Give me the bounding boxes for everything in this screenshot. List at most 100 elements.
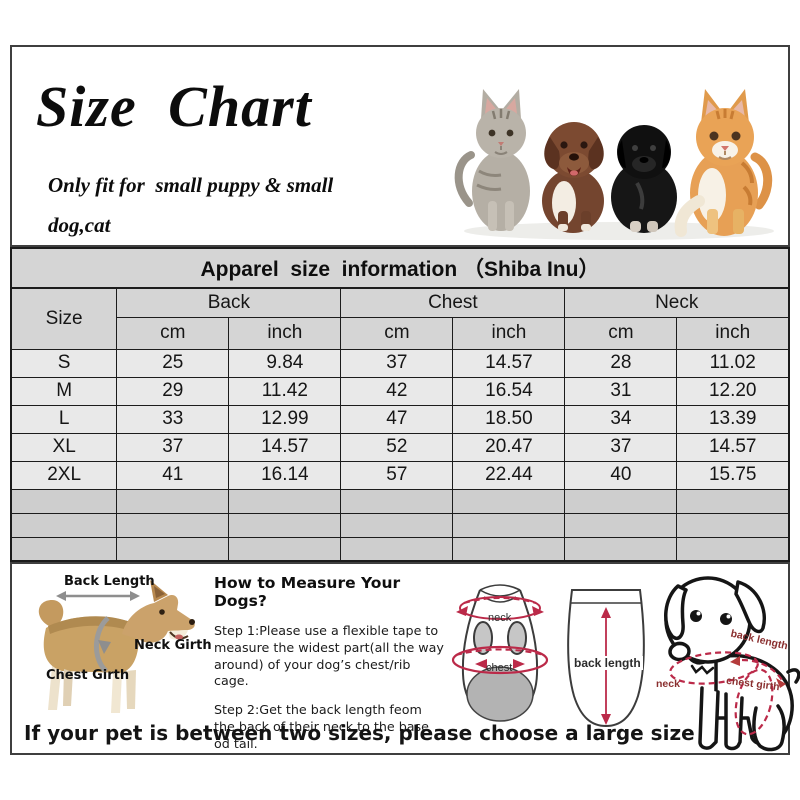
value-cell: 42: [340, 376, 454, 406]
value-cell: 57: [340, 460, 454, 490]
value-cell: 33: [116, 404, 230, 434]
empty-cell: [564, 536, 678, 562]
empty-cell: [10, 488, 118, 514]
value-cell: 25: [116, 348, 230, 378]
size-row-xl: XL 37 14.57 52 20.47 37 14.57: [10, 432, 790, 462]
empty-cell: [564, 512, 678, 538]
size-cell: L: [10, 404, 118, 434]
value-cell: 37: [116, 432, 230, 462]
measure-heading: How to Measure Your Dogs?: [214, 574, 401, 610]
table-caption: Apparel size information （Shiba Inu）: [10, 247, 790, 287]
empty-row: [10, 536, 790, 562]
value-cell: 31: [564, 376, 678, 406]
empty-cell: [340, 488, 454, 514]
empty-cell: [564, 488, 678, 514]
back-inch-header: inch: [228, 316, 342, 350]
chest-inch-header: inch: [452, 316, 566, 350]
puppy-illustration: [664, 576, 800, 752]
size-cell: M: [10, 376, 118, 406]
empty-cell: [10, 536, 118, 562]
page-subtitle: Only fit for small puppy & small dog,cat: [36, 166, 437, 246]
size-column-header: Size: [10, 287, 118, 350]
empty-cell: [10, 512, 118, 538]
title-area: Size Chart Only fit for small puppy & sm…: [12, 47, 437, 245]
measure-instructions: How to Measure Your Dogs? Step 1:Please …: [214, 574, 444, 764]
measure-step-2: Step 2:Get the back length feom the back…: [214, 702, 429, 751]
puppy-neck-label: neck: [656, 678, 680, 690]
size-row-s: S 25 9.84 37 14.57 28 11.02: [10, 348, 790, 378]
subtitle-line-2: dog,cat: [48, 212, 111, 237]
apparel-size-table: Size Back Chest Neck cm inch cm inch cm …: [10, 287, 790, 562]
value-cell: 28: [564, 348, 678, 378]
orange-kitten-illustration: [674, 89, 773, 237]
empty-cell: [676, 512, 790, 538]
value-cell: 37: [340, 348, 454, 378]
garment-measure-diagram: neck chest back length: [448, 570, 654, 740]
black-puppy-illustration: [611, 125, 677, 233]
empty-row: [10, 488, 790, 514]
garment-back-length-label: back length: [572, 656, 643, 670]
empty-cell: [452, 488, 566, 514]
value-cell: 41: [116, 460, 230, 490]
empty-cell: [228, 488, 342, 514]
value-cell: 12.99: [228, 404, 342, 434]
chest-group-header: Chest: [340, 287, 566, 318]
empty-cell: [228, 512, 342, 538]
page-title: Size Chart: [36, 74, 312, 139]
value-cell: 16.54: [452, 376, 566, 406]
header-box: Size Chart Only fit for small puppy & sm…: [10, 45, 790, 247]
value-cell: 34: [564, 404, 678, 434]
size-row-2xl: 2XL 41 16.14 57 22.44 40 15.75: [10, 460, 790, 490]
pets-photo: [437, 47, 788, 245]
value-cell: 22.44: [452, 460, 566, 490]
value-cell: 13.39: [676, 404, 790, 434]
value-cell: 15.75: [676, 460, 790, 490]
value-cell: 11.42: [228, 376, 342, 406]
garment-neck-label: neck: [488, 612, 512, 624]
empty-cell: [116, 488, 230, 514]
brown-puppy-illustration: [542, 122, 604, 233]
puppy-measure-diagram: neck back length chest girth: [656, 566, 800, 755]
value-cell: 16.14: [228, 460, 342, 490]
empty-cell: [452, 536, 566, 562]
size-row-l: L 33 12.99 47 18.50 34 13.39: [10, 404, 790, 434]
size-row-m: M 29 11.42 42 16.54 31 12.20: [10, 376, 790, 406]
subtitle-line-1: Only fit for small puppy & small: [48, 173, 334, 197]
pets-photo-illustration: [454, 89, 774, 240]
chest-girth-label: Chest Girth: [46, 668, 130, 683]
empty-cell: [340, 512, 454, 538]
value-cell: 47: [340, 404, 454, 434]
size-table-body: S 25 9.84 37 14.57 28 11.02 M 29 11.42 42 16.54 31 12…: [10, 348, 790, 562]
value-cell: 20.47: [452, 432, 566, 462]
measure-guide-box: Back Length Neck Girth Chest Girth How t…: [10, 562, 800, 755]
empty-cell: [116, 536, 230, 562]
value-cell: 52: [340, 432, 454, 462]
value-cell: 14.57: [676, 432, 790, 462]
back-cm-header: cm: [116, 316, 230, 350]
back-length-label: Back Length: [64, 574, 155, 589]
empty-cell: [452, 512, 566, 538]
empty-cell: [676, 536, 790, 562]
size-advice-note: If your pet is between two sizes, please…: [24, 721, 695, 745]
empty-cell: [116, 512, 230, 538]
value-cell: 18.50: [452, 404, 566, 434]
size-table-section: Apparel size information （Shiba Inu） Siz…: [10, 247, 790, 562]
empty-cell: [676, 488, 790, 514]
neck-group-header: Neck: [564, 287, 790, 318]
measure-step-1: Step 1:Please use a flexible tape to mea…: [214, 623, 444, 689]
value-cell: 37: [564, 432, 678, 462]
garment-illustration: [451, 584, 645, 728]
dog-side-illustration: [38, 580, 195, 713]
empty-row: [10, 512, 790, 538]
value-cell: 9.84: [228, 348, 342, 378]
value-cell: 14.57: [452, 348, 566, 378]
value-cell: 12.20: [676, 376, 790, 406]
value-cell: 40: [564, 460, 678, 490]
neck-inch-header: inch: [676, 316, 790, 350]
size-cell: 2XL: [10, 460, 118, 490]
neck-cm-header: cm: [564, 316, 678, 350]
neck-girth-label: Neck Girth: [134, 638, 212, 653]
back-group-header: Back: [116, 287, 342, 318]
value-cell: 11.02: [676, 348, 790, 378]
